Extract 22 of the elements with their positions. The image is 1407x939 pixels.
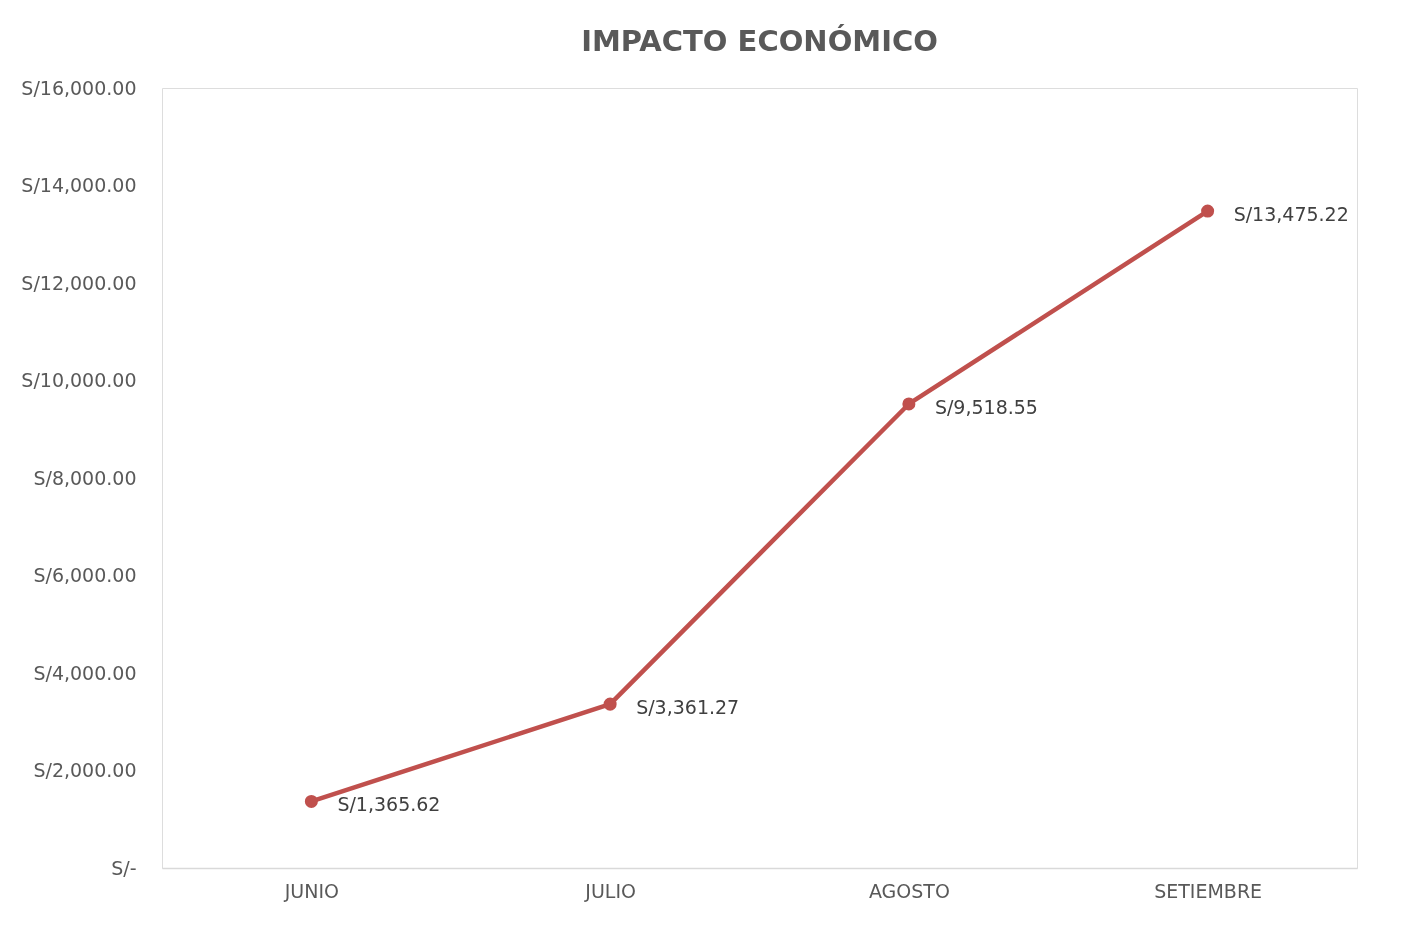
y-tick-label: S/16,000.00 <box>21 76 137 99</box>
y-tick-label: S/6,000.00 <box>33 564 137 586</box>
x-tick-label: JUNIO <box>283 879 340 902</box>
x-tick-label: JULIO <box>584 879 636 902</box>
y-tick-label: S/8,000.00 <box>33 466 137 489</box>
data-label: S/13,475.22 <box>1233 203 1349 226</box>
data-label: S/1,365.62 <box>337 793 441 816</box>
point <box>1201 204 1215 218</box>
data-label: S/9,518.55 <box>934 395 1038 418</box>
x-tick-label: SETIEMBRE <box>1154 879 1263 902</box>
y-tick-label: S/12,000.00 <box>21 271 137 294</box>
y-tick-label: S/10,000.00 <box>21 369 137 391</box>
point <box>603 697 617 711</box>
y-tick-label: S/- <box>111 856 137 879</box>
data-label: S/3,361.27 <box>636 696 740 719</box>
y-tick-label: S/2,000.00 <box>33 759 137 781</box>
y-tick-label: S/14,000.00 <box>21 174 137 196</box>
y-tick-label: S/4,000.00 <box>33 661 137 684</box>
chart-title: IMPACTO ECONÓMICO <box>581 24 938 58</box>
point <box>902 397 916 411</box>
point <box>304 794 318 808</box>
x-tick-label: AGOSTO <box>868 879 950 902</box>
